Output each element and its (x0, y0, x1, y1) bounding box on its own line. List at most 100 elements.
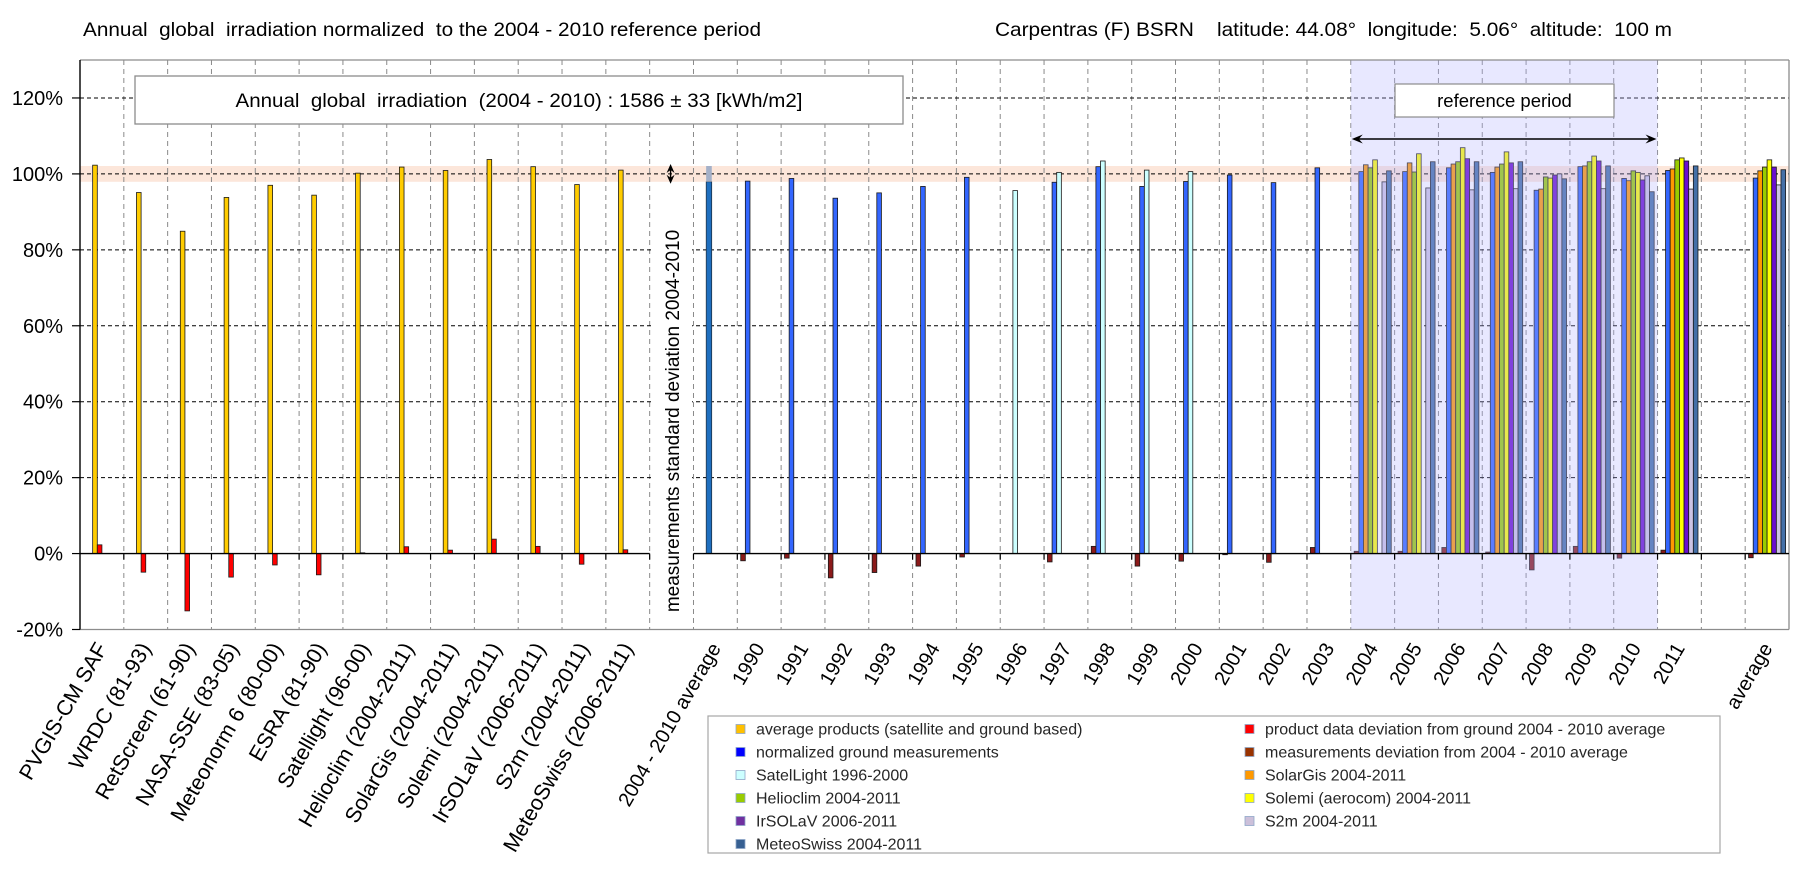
legend-swatch (1244, 793, 1255, 803)
station-info: Carpentras (F) BSRN latitude: 44.08° lon… (995, 19, 1672, 41)
std-dev-arrow (666, 164, 675, 184)
bar-ground-2003 (1314, 167, 1321, 554)
y-tick-label: 0% (34, 544, 63, 566)
bar-ref_avg-2004-2010-average (705, 181, 713, 554)
bar-avg_products-helioclim-2004-2011 (399, 166, 405, 554)
y-tick-label: -20% (16, 620, 63, 642)
std-label-background (652, 190, 692, 627)
bar-avg_products-satellight-96-00 (355, 172, 361, 554)
bar-avg_products-retscreen-61-90 (179, 230, 186, 554)
bar-avg_products-solemi-2004-2011 (486, 159, 493, 554)
bar-ground-1995 (964, 176, 970, 554)
bar-product_dev-helioclim-2004-2011 (403, 546, 410, 554)
bar-avg_products-nasa-sse-83-05 (223, 197, 230, 554)
arrow-head-up-icon (666, 164, 675, 174)
bar-s2m-2011 (1688, 188, 1694, 554)
reference-period-label: reference period (1437, 90, 1572, 111)
bar-avg_products-meteonorm-6-80-00 (267, 184, 273, 554)
bar-meteoswiss-2011 (1692, 165, 1699, 554)
legend-swatch (735, 816, 746, 826)
bar-meas_dev-1990 (740, 553, 746, 562)
bar-solemi-2011 (1679, 157, 1685, 554)
bar-avg_products-meteoswiss-2006-2011 (618, 169, 624, 554)
bar-meas_dev-1992 (827, 553, 834, 579)
bar-avg_products-solargis-2004-2011 (442, 170, 449, 554)
bar-satellight-2000 (1187, 171, 1194, 554)
bar-avg_products-pvgis-cm-saf (92, 164, 98, 554)
reference-period-box: reference period (1394, 83, 1615, 118)
legend-label: Solemi (aerocom) 2004-2011 (1265, 791, 1471, 808)
legend-label: IrSOLaV 2006-2011 (756, 814, 897, 831)
bars (92, 147, 1787, 612)
legend-swatch (735, 724, 746, 734)
bar-ground-2001 (1226, 174, 1233, 554)
bar-satellight-1998 (1100, 160, 1106, 554)
bar-ref_avg-std-range (706, 166, 712, 182)
bar-ground-2011 (1665, 170, 1671, 554)
bar-meteoswiss-average (1780, 169, 1787, 554)
annotation-text: Annual global irradiation (2004 - 2010) … (236, 90, 803, 112)
y-tick-label: 120% (12, 88, 63, 110)
bar-ground-1994 (920, 186, 926, 554)
bar-helioclim-2011 (1674, 159, 1680, 554)
bar-ground-1998 (1095, 166, 1101, 554)
legend-label: product data deviation from ground 2004 … (1265, 722, 1665, 739)
bar-product_dev-retscreen-61-90 (184, 553, 190, 612)
y-tick-label: 40% (23, 392, 63, 414)
std-dev-label: measurements standard deviation 2004-201… (663, 230, 684, 612)
bar-product_dev-meteonorm-6-80-00 (272, 553, 278, 566)
bar-meas_dev-1999 (1134, 553, 1141, 567)
chart-title: Annual global irradiation normalized to … (83, 19, 761, 41)
bar-product_dev-nasa-sse-83-05 (228, 553, 234, 578)
bar-ground-2002 (1270, 182, 1277, 554)
legend: average products (satellite and ground b… (707, 715, 1721, 854)
bar-meas_dev-1993 (871, 553, 878, 573)
reference-period-shading (1350, 60, 1658, 630)
legend-label: normalized ground measurements (756, 745, 999, 762)
bar-ground-1993 (876, 192, 882, 554)
bar-ground-average (1752, 177, 1759, 554)
bar-ground-1992 (832, 197, 839, 554)
arrow-head-down-icon (666, 174, 675, 184)
bar-meas_dev-1997 (1047, 553, 1053, 563)
bar-product_dev-pvgis-cm-saf (96, 544, 103, 554)
axes (72, 59, 1790, 631)
legend-swatch (1244, 770, 1255, 780)
annotation-frame (134, 75, 904, 125)
bar-solargis-2011 (1669, 168, 1676, 554)
bar-satellight-1996 (1012, 190, 1018, 554)
bar-meas_dev-2000 (1178, 553, 1184, 562)
legend-label: SolarGis 2004-2011 (1265, 768, 1406, 785)
arrow-head-right-icon (1645, 134, 1657, 144)
bar-solemi-average (1766, 159, 1773, 554)
bar-irsolav-2011 (1683, 160, 1690, 554)
bar-solargis-average (1757, 170, 1763, 554)
bar-ground-1999 (1139, 186, 1145, 554)
y-tick-label: 80% (23, 240, 63, 262)
bar-helioclim-average (1762, 166, 1768, 554)
y-tick-label: 60% (23, 316, 63, 338)
bar-meas_dev-1998 (1090, 545, 1097, 554)
legend-label: SatelLight 1996-2000 (756, 768, 908, 785)
bar-avg_products-s2m-2004-2011 (574, 184, 580, 554)
legend-label: average products (satellite and ground b… (756, 722, 1082, 739)
legend-label: MeteoSwiss 2004-2011 (756, 837, 922, 854)
legend-swatch (735, 793, 746, 803)
bar-meas_dev-2003 (1309, 547, 1316, 554)
legend-swatch (1244, 747, 1255, 757)
bar-satellight-1997 (1056, 171, 1062, 554)
legend-label: Helioclim 2004-2011 (756, 791, 901, 808)
legend-swatch (735, 770, 746, 780)
bar-avg_products-esra-81-90 (311, 194, 317, 554)
legend-swatch (735, 747, 746, 757)
bar-s2m-average (1775, 184, 1782, 554)
bar-ground-1990 (744, 180, 751, 554)
y-tick-label: 20% (23, 468, 63, 490)
bar-ground-1997 (1051, 181, 1058, 554)
bar-meas_dev-2002 (1266, 553, 1272, 563)
bar-irsolav-average (1771, 166, 1777, 554)
bar-product_dev-s2m-2004-2011 (578, 553, 585, 565)
legend-frame (707, 715, 1721, 854)
legend-swatch (735, 839, 746, 849)
